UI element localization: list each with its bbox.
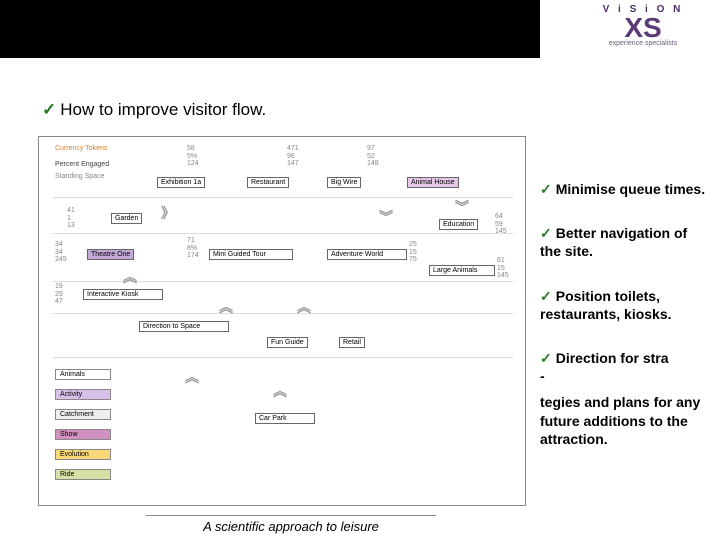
diagram-numbers: 585%124 [187,145,199,168]
arrow-icon: ︽ [219,297,233,317]
diagram-numbers: 192947 [55,283,63,306]
bullet-4: ✓Direction for stra [540,349,710,367]
gridline [53,197,513,198]
arrow-icon: ︽ [297,297,311,317]
legend-item: Animals [55,369,111,380]
bullet-text: Direction for stra [556,350,669,366]
diagram-box: Adventure World [327,249,407,260]
tagline-wrap: A scientific approach to leisure [146,515,436,536]
diagram-label: Percent Engaged [55,161,109,169]
diagram-box: Car Park [255,413,315,424]
diagram-numbers: 718%174 [187,237,199,260]
arrow-icon: 》 [161,203,175,223]
tagline: A scientific approach to leisure [203,519,379,534]
logo-line2: XS [578,15,708,40]
diagram-box: Education [439,219,478,230]
diagram-box: Fun Guide [267,337,308,348]
top-banner [0,0,540,58]
diagram-box: Theatre One [87,249,134,260]
diagram-numbers: 3434245 [55,241,67,264]
bullet-2: ✓Better navigation of the site. [540,224,710,260]
bullet-3: ✓Position toilets, restaurants, kiosks. [540,287,710,323]
gridline [53,357,513,358]
gridline [53,233,513,234]
diagram-box: Interactive Kiosk [83,289,163,300]
gridline [53,281,513,282]
diagram-numbers: 6115145 [497,257,509,280]
arrow-icon: ︾ [379,207,393,227]
logo-tag: experience specialists [578,40,708,47]
gridline [53,313,513,314]
arrow-icon: ︽ [123,267,137,287]
bullet-1: ✓Minimise queue times. [540,180,710,198]
diagram-box: Mini Guided Tour [209,249,293,260]
legend-item: Activity [55,389,111,400]
logo: V i S i O N XS experience specialists [578,4,708,47]
legend-item: Show [55,429,111,440]
check-icon: ✓ [540,225,552,241]
legend-item: Ride [55,469,111,480]
check-icon: ✓ [42,100,56,119]
diagram-box: Direction to Space [139,321,229,332]
check-icon: ✓ [540,350,552,366]
bullet-text: Better navigation of the site. [540,225,687,259]
diagram-numbers: 6459145 [495,213,507,236]
diagram-box: Garden [111,213,142,224]
bullet-4c: tegies and plans for any future addition… [540,393,710,448]
diagram-numbers: 9752148 [367,145,379,168]
diagram-box: Big Wire [327,177,361,188]
check-icon: ✓ [540,181,552,197]
main-title: ✓How to improve visitor flow. [42,100,266,120]
check-icon: ✓ [540,288,552,304]
title-text: How to improve visitor flow. [60,100,266,119]
diagram-box: Animal House [407,177,459,188]
diagram-box: Exhibition 1a [157,177,205,188]
bullet-text: Position toilets, restaurants, kiosks. [540,288,672,322]
diagram-numbers: 47196147 [287,145,299,168]
bullet-text: Minimise queue times. [556,181,705,197]
diagram-box: Large Animals [429,265,495,276]
arrow-icon: ︽ [273,381,287,401]
arrow-icon: ︽ [185,367,199,387]
bullet-4b: - [540,367,710,385]
diagram-label: Standing Space [55,173,104,181]
flow-diagram: Currency Tokens Percent Engaged Standing S… [38,136,526,506]
diagram-numbers: 251575 [409,241,417,264]
diagram-box: Retail [339,337,365,348]
legend-item: Catchment [55,409,111,420]
diagram-box: Restaurant [247,177,289,188]
diagram-label: Currency Tokens [55,145,107,153]
legend-item: Evolution [55,449,111,460]
arrow-icon: ︾ [455,197,469,217]
diagram-numbers: 41113 [67,207,75,230]
bullet-list: ✓Minimise queue times. ✓Better navigatio… [540,180,710,448]
